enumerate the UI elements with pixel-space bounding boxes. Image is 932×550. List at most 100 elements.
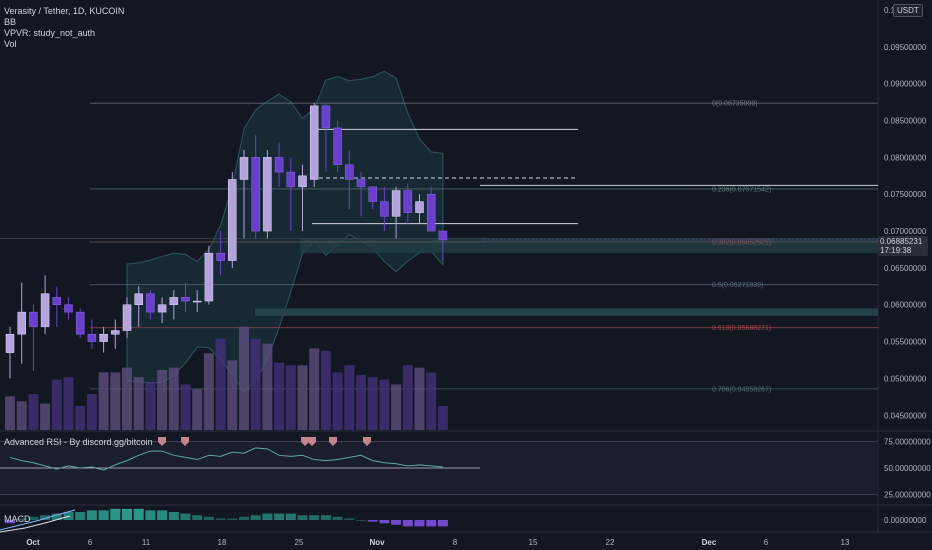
bollinger-bands <box>126 70 444 393</box>
candle-body <box>122 304 132 331</box>
macd-histogram-bar <box>356 520 366 521</box>
volume-bar <box>320 350 331 430</box>
macd-histogram-bar <box>110 508 121 520</box>
rsi-divergence-marker <box>301 437 309 446</box>
candle-body <box>321 105 331 129</box>
volume-bar <box>168 367 179 430</box>
macd-histogram-bar <box>227 518 238 520</box>
vpvr-zone-upper <box>300 238 878 254</box>
volume-bar <box>145 382 156 430</box>
candle-body <box>251 157 260 232</box>
fib-level-label: 0.786(0.04858267) <box>712 386 771 393</box>
candle-body <box>309 105 319 180</box>
macd-histogram-bar <box>16 518 27 520</box>
volume-bar <box>356 374 366 430</box>
candle-body <box>438 230 448 241</box>
candle-body <box>391 190 401 217</box>
macd-histogram-bar <box>285 513 296 520</box>
rsi-line <box>9 447 443 471</box>
fib-level-label: 0(0.08735009) <box>712 101 758 108</box>
macd-histogram-bar <box>215 518 226 520</box>
volume-bar <box>192 389 203 430</box>
rsi-divergence-marker <box>158 437 166 446</box>
macd-histogram-bar <box>122 508 132 520</box>
volume-bar <box>133 377 144 430</box>
candle-body <box>64 304 73 313</box>
candle-body <box>5 333 15 353</box>
macd-histogram-bar <box>297 515 308 520</box>
macd-histogram-bar <box>344 518 355 520</box>
macd-histogram-bar <box>332 516 343 520</box>
price-axis-label: 0.05000000 <box>884 374 927 383</box>
volume-bar <box>239 326 249 430</box>
indicator-vpvr[interactable]: VPVR: study_not_auth <box>4 28 96 38</box>
candle-body <box>111 330 120 335</box>
time-axis-label: Nov <box>369 538 385 547</box>
candle-body <box>356 179 366 188</box>
macd-line <box>0 509 76 531</box>
currency-badge[interactable]: USDT <box>893 4 923 17</box>
macd-histogram-bar <box>391 520 402 525</box>
candle-body <box>75 311 85 335</box>
volume-bar <box>437 406 448 430</box>
candle-body <box>87 333 97 342</box>
candle-body <box>29 311 38 328</box>
candle-body <box>415 201 424 213</box>
volume-bar <box>367 377 378 430</box>
price-axis-label: 0.08500000 <box>884 117 927 126</box>
fib-level-label: 0.618(0.05688271) <box>712 325 771 332</box>
fib-level-label: 0.5(0.06271839) <box>712 282 763 289</box>
candle-body <box>380 201 389 217</box>
fib-level-label: 0.382(0.06852601) <box>712 239 771 246</box>
rsi-pane-title[interactable]: Advanced RSI - By discord.gg/bitcoin <box>4 437 153 447</box>
candle-body <box>181 297 190 302</box>
volume-bar <box>51 379 62 430</box>
macd-histogram-bar <box>426 520 437 527</box>
volume-bar <box>297 365 308 430</box>
macd-histogram-bar <box>180 513 191 520</box>
volume-bar <box>180 384 191 430</box>
time-axis-label: 15 <box>529 538 538 547</box>
candle-body <box>345 164 354 180</box>
macd-histogram-bar <box>414 520 425 527</box>
vpvr-zone-lower <box>255 308 878 316</box>
macd-signal-line <box>0 515 71 533</box>
macd-pane-title[interactable]: MACD <box>4 514 31 524</box>
price-axis-label: 0.09000000 <box>884 80 927 89</box>
candle-body <box>40 293 50 328</box>
rsi-divergence-marker <box>308 437 316 446</box>
candle-body <box>298 175 307 188</box>
volume-bar <box>157 370 168 430</box>
macd-histogram-bar <box>250 515 261 520</box>
candle-body <box>286 171 296 188</box>
rsi-divergence-marker <box>181 437 189 446</box>
macd-histogram-bar <box>40 515 51 520</box>
macd-histogram-bar <box>274 513 285 520</box>
symbol-title[interactable]: Verasity / Tether, 1D, KUCOIN <box>4 6 125 16</box>
price-axis-label: 0.07500000 <box>884 190 927 199</box>
price-axis-label: 0.08000000 <box>884 153 927 162</box>
price-axis-label: 0.04500000 <box>884 411 927 420</box>
indicator-vol[interactable]: Vol <box>4 39 17 49</box>
candle-body <box>368 186 377 202</box>
volume-bar <box>40 403 51 430</box>
volume-bar <box>86 394 97 430</box>
volume-bar <box>391 384 402 430</box>
countdown-timer: 17:19:38 <box>880 246 912 255</box>
rsi-axis-label: 75.00000000 <box>884 438 931 447</box>
last-price-value: 0.06885231 <box>880 237 923 246</box>
candle-body <box>239 157 249 180</box>
macd-histogram-bar <box>86 510 97 520</box>
volume-bar <box>309 348 320 430</box>
macd-histogram-bar <box>437 520 448 527</box>
macd-histogram-bar <box>145 510 156 520</box>
candle-body <box>192 300 202 303</box>
volume-bar <box>227 360 238 430</box>
price-axis-label: 0.07000000 <box>884 227 927 236</box>
volume-bar <box>414 367 425 430</box>
volume-bar <box>28 394 39 430</box>
volume-bar <box>285 365 296 430</box>
indicator-bb[interactable]: BB <box>4 17 17 27</box>
